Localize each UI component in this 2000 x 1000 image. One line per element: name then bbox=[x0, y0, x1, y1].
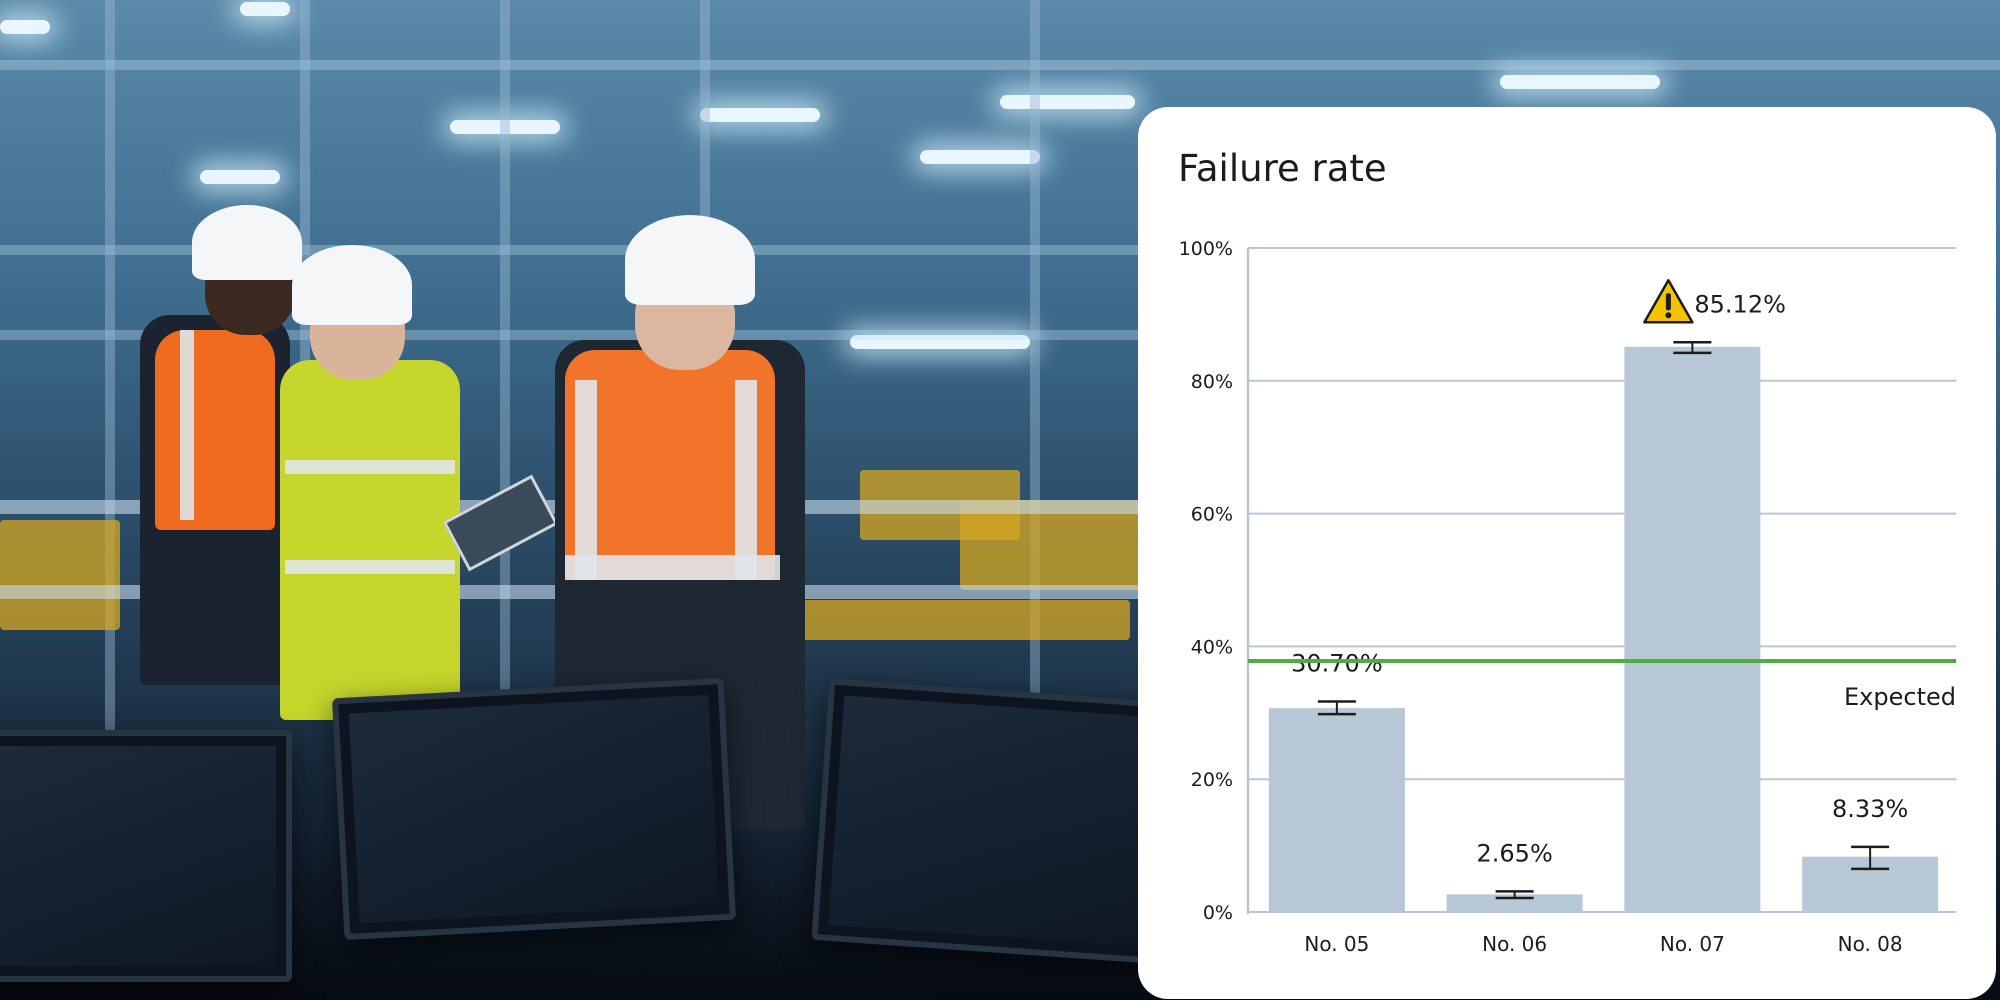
warning-icon-dot bbox=[1665, 312, 1672, 319]
value-label: 30.70% bbox=[1291, 650, 1383, 678]
y-tick-label: 40% bbox=[1191, 636, 1233, 658]
y-tick-label: 100% bbox=[1179, 238, 1233, 260]
category-label: No. 07 bbox=[1660, 932, 1725, 956]
warning-icon-mark bbox=[1665, 293, 1671, 311]
y-tick-label: 20% bbox=[1191, 769, 1233, 791]
expected-label: Expected bbox=[1844, 683, 1956, 711]
y-tick-label: 60% bbox=[1191, 504, 1233, 526]
y-tick-label: 0% bbox=[1203, 902, 1233, 924]
y-tick-label: 80% bbox=[1191, 371, 1233, 393]
chart-title: Failure rate bbox=[1178, 147, 1387, 190]
category-label: No. 08 bbox=[1838, 932, 1903, 956]
value-label: 85.12% bbox=[1694, 290, 1786, 318]
bar bbox=[1624, 346, 1761, 912]
bar bbox=[1268, 708, 1405, 912]
value-label: 2.65% bbox=[1477, 839, 1553, 867]
category-label: No. 05 bbox=[1304, 932, 1369, 956]
value-label: 8.33% bbox=[1832, 795, 1908, 823]
bar-chart: 0% 20% 40% 60% 80% 100% No. 05 30.70% No. 06 2.65… bbox=[1179, 238, 1956, 956]
bar bbox=[1446, 894, 1583, 912]
chart-card: Failure rate 0% 20% 40% 60% 80% 100% No. 05 30.… bbox=[1138, 107, 1996, 999]
category-label: No. 06 bbox=[1482, 932, 1547, 956]
